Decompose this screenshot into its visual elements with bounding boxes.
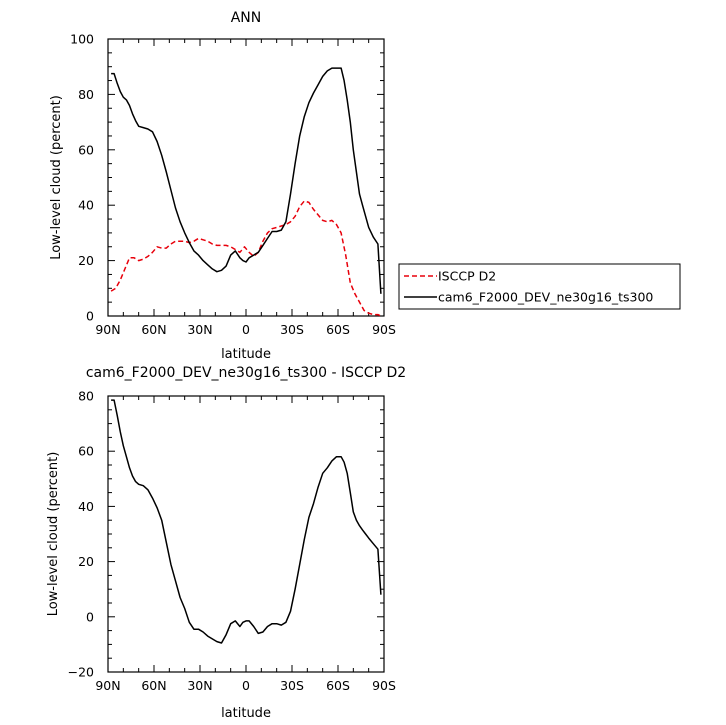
top-x-tick-label: 30S [280, 322, 304, 337]
top-x-tick-label: 0 [242, 322, 250, 337]
top-y-tick-label: 20 [78, 253, 94, 268]
bottom-y-axis-label: Low-level cloud (percent) [46, 452, 61, 617]
top-x-axis-label: latitude [221, 347, 271, 362]
bottom-x-tick-label: 90S [372, 678, 396, 693]
bottom-x-tick-label: 30S [280, 678, 304, 693]
bottom-series-line-difference [111, 399, 382, 644]
bottom-y-tick-label: 60 [78, 444, 94, 459]
bottom-x-tick-label: 30N [187, 678, 212, 693]
top-y-tick-label: 40 [78, 198, 94, 213]
top-x-tick-label: 60N [141, 322, 166, 337]
bottom-x-tick-label: 60N [141, 678, 166, 693]
top-chart-title: ANN [231, 10, 262, 26]
top-x-tick-label: 90S [372, 322, 396, 337]
bottom-y-tick-label: 80 [78, 389, 94, 404]
top-x-tick-label: 30N [187, 322, 212, 337]
top-series-line-cam6-f2000-dev-ne30g16-ts300 [111, 67, 382, 294]
top-y-axis-label: Low-level cloud (percent) [49, 95, 64, 260]
bottom-y-tick-label: 40 [78, 499, 94, 514]
bottom-y-tick-label: 0 [86, 609, 94, 624]
bottom-x-tick-label: 60S [326, 678, 350, 693]
bottom-chart-title: cam6_F2000_DEV_ne30g16_ts300 - ISCCP D2 [86, 365, 406, 381]
bottom-x-tick-label: 0 [242, 678, 250, 693]
legend-label-isccp: ISCCP D2 [438, 269, 496, 284]
legend: ISCCP D2 cam6_F2000_DEV_ne30g16_ts300 [398, 263, 681, 310]
bottom-y-tick-label: 20 [78, 554, 94, 569]
legend-label-cam6: cam6_F2000_DEV_ne30g16_ts300 [438, 290, 653, 305]
bottom-x-tick-label: 90N [95, 678, 120, 693]
legend-box [398, 263, 681, 310]
top-y-tick-label: 80 [78, 87, 94, 102]
top-plot-frame [107, 38, 385, 317]
top-x-tick-label: 60S [326, 322, 350, 337]
bottom-plot-frame [107, 395, 385, 673]
top-y-tick-label: 60 [78, 142, 94, 157]
bottom-panel: cam6_F2000_DEV_ne30g16_ts300 - ISCCP D2 … [46, 365, 406, 721]
top-x-tick-label: 90N [95, 322, 120, 337]
top-y-tick-label: 100 [70, 32, 94, 47]
top-series-line-isccp-d2 [110, 200, 382, 317]
bottom-y-tick-label: −20 [68, 665, 94, 680]
top-panel: ANN 90N 60N 30N 0 30S 60S 90S 0 20 40 60 80 100 lati… [49, 10, 681, 362]
bottom-x-axis-label: latitude [221, 706, 271, 721]
top-y-tick-label: 0 [86, 309, 94, 324]
